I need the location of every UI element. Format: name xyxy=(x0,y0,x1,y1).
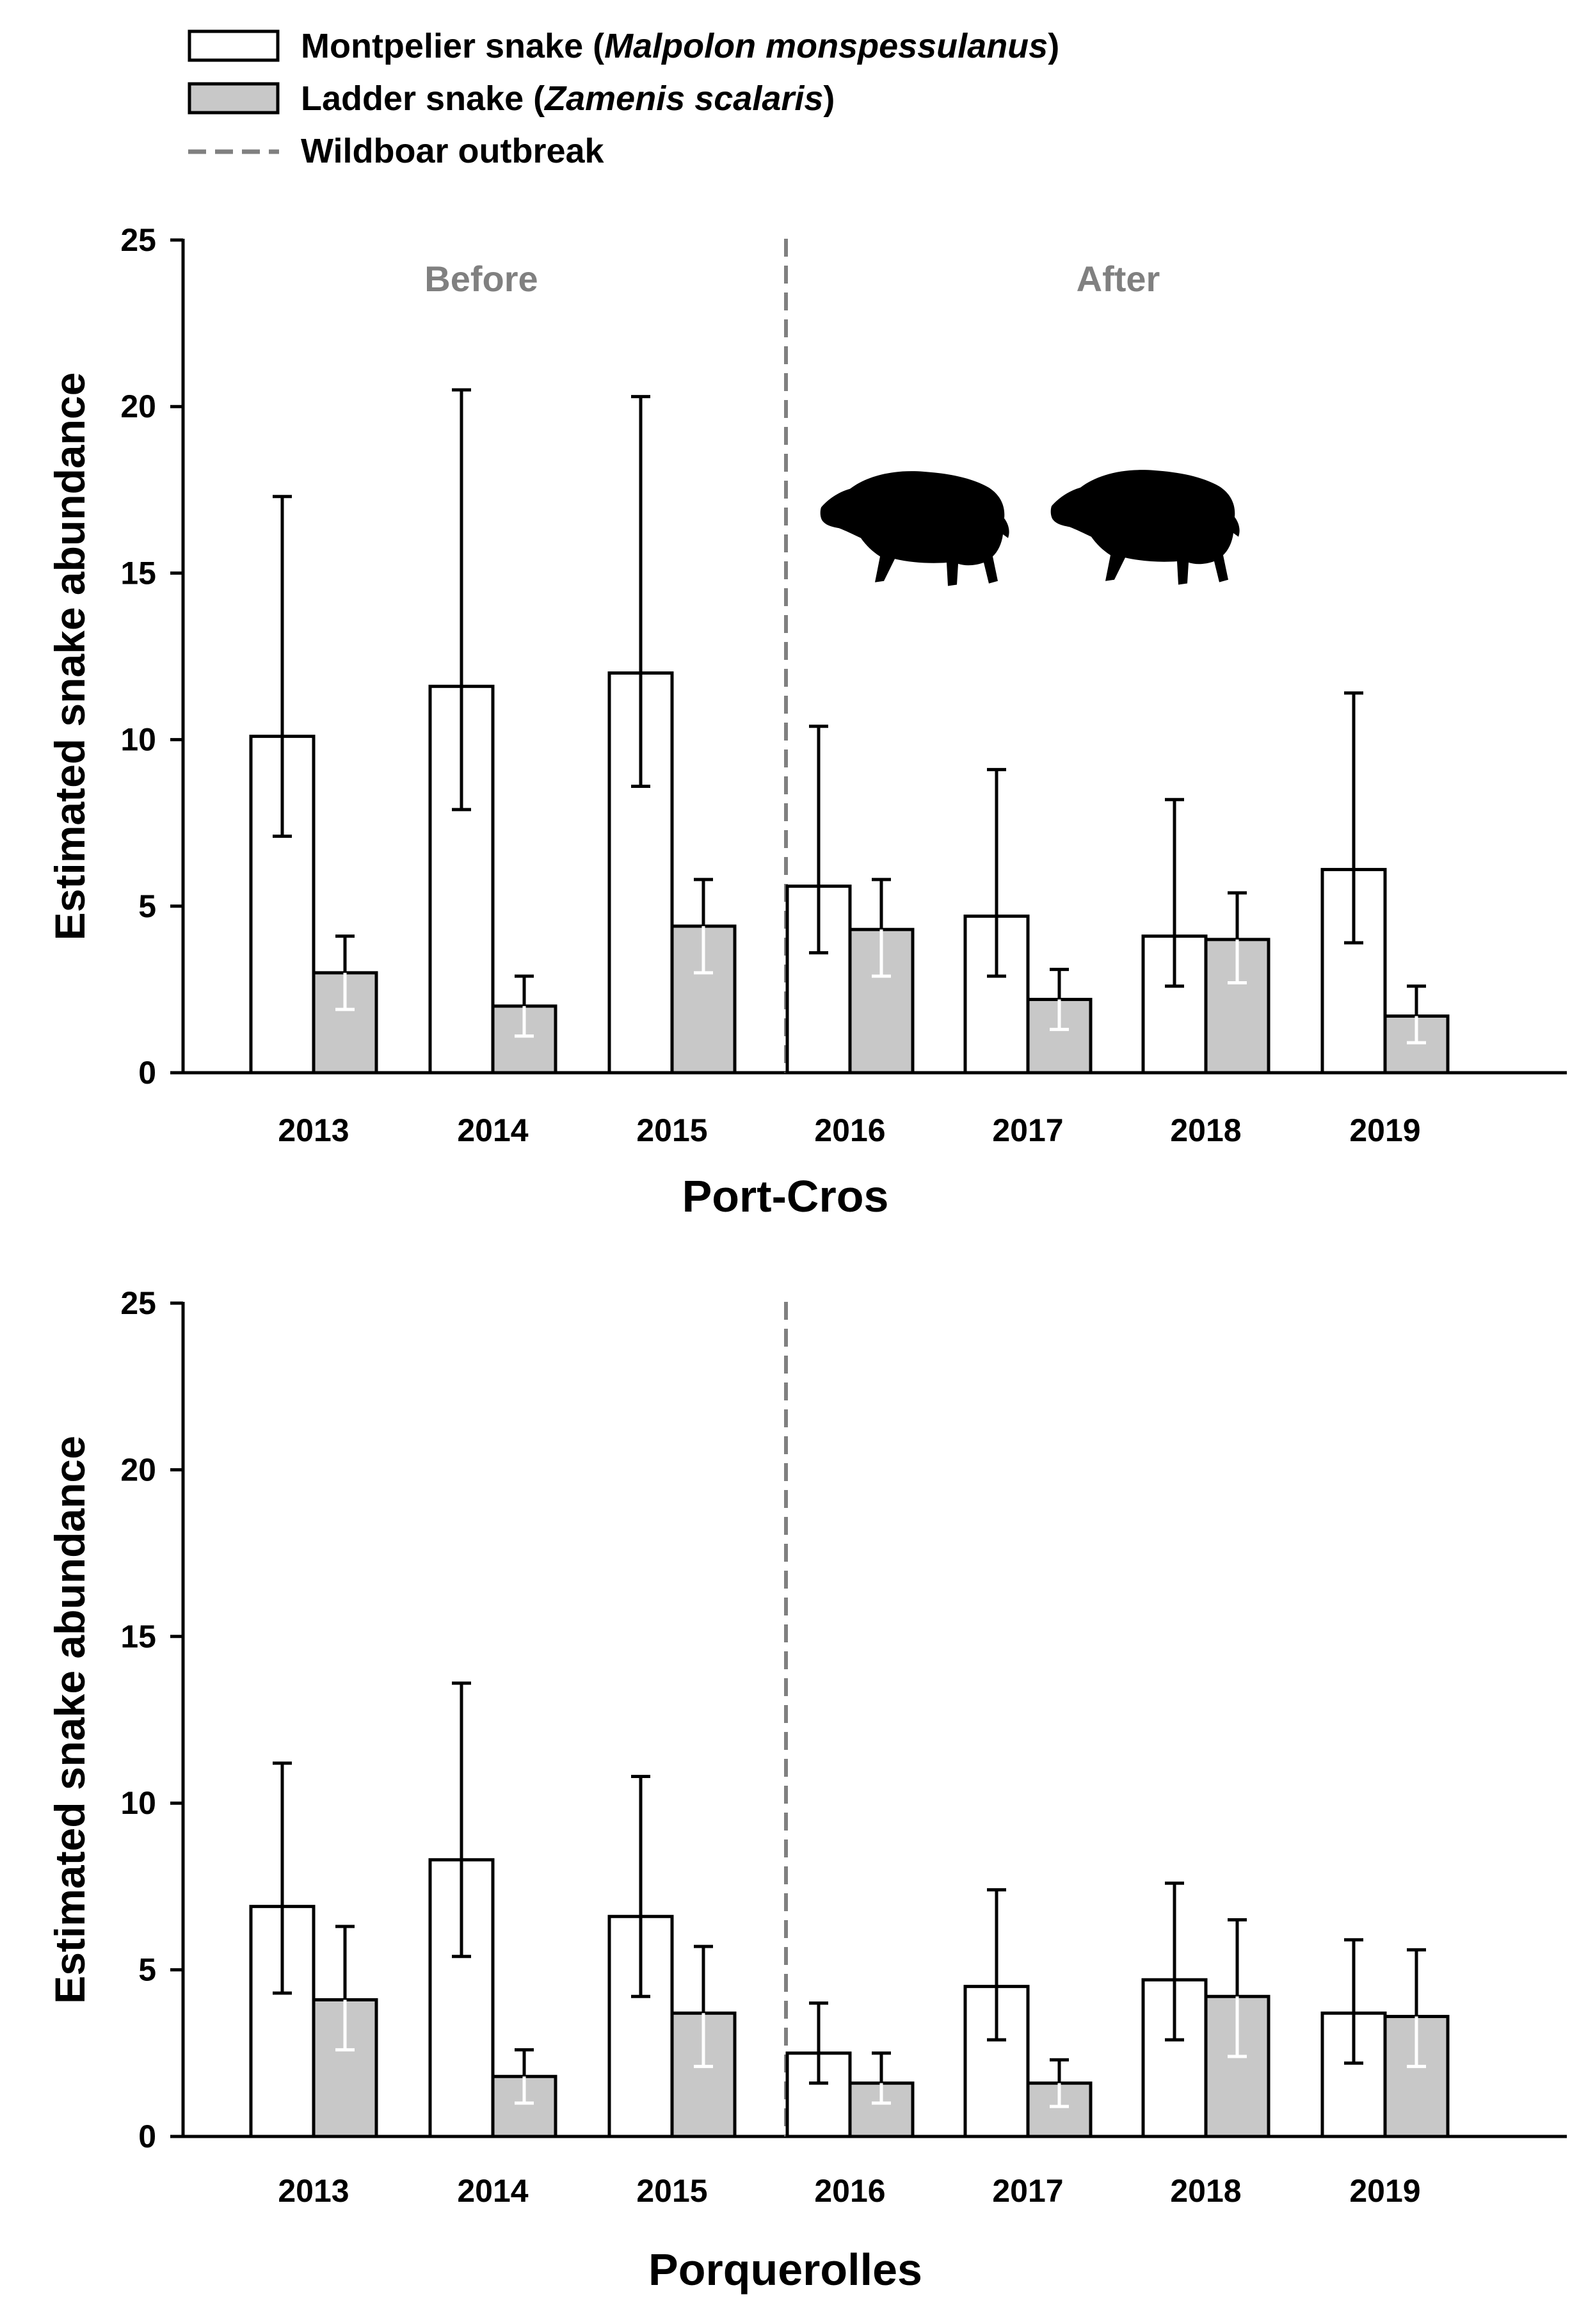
chart-panel-porquerolles: 0 5 10 15 20 25 Estimated snake abundance 2013 2… xyxy=(46,1285,1567,2295)
y-axis-label: Estimated snake abundance xyxy=(46,1436,93,2004)
legend-label-ladder: Ladder snake (Zamenis scalaris) xyxy=(301,79,835,118)
x-tick-label-2016: 2016 xyxy=(814,1112,885,1148)
bar-montpelier-2014 xyxy=(428,684,495,1075)
legend-swatch-montpelier xyxy=(188,29,280,62)
x-tick-label-2019: 2019 xyxy=(1349,2173,1420,2209)
x-tick-label-2019: 2019 xyxy=(1349,1112,1420,1148)
legend: Montpelier snake (Malpolon monspessulanu… xyxy=(188,27,1059,170)
x-tick-label-2018: 2018 xyxy=(1170,1112,1241,1148)
x-tick-label-2014: 2014 xyxy=(457,1112,528,1148)
y-tick-label: 20 xyxy=(120,1452,156,1487)
y-axis-label: Estimated snake abundance xyxy=(46,373,93,941)
x-tick-label-2015: 2015 xyxy=(636,1112,707,1148)
x-tick-label-2017: 2017 xyxy=(992,1112,1063,1148)
y-tick-label: 0 xyxy=(138,2119,156,2154)
x-tick-label-2016: 2016 xyxy=(814,2173,885,2209)
x-tick-label-2013: 2013 xyxy=(278,2173,349,2209)
period-label-before: Before xyxy=(424,259,538,299)
x-tick-label-2013: 2013 xyxy=(278,1112,349,1148)
wild-boar-icon xyxy=(1050,470,1240,585)
x-axis-title: Port-Cros xyxy=(682,1171,889,1221)
x-tick-label-2015: 2015 xyxy=(636,2173,707,2209)
y-tick-label: 10 xyxy=(120,722,156,758)
y-tick-label: 0 xyxy=(138,1055,156,1091)
y-tick-label: 5 xyxy=(138,1952,156,1988)
chart-panel-port-cros: 0 5 10 15 20 25 Estimated snake abundance Befor… xyxy=(46,222,1567,1221)
y-tick-label: 20 xyxy=(120,389,156,424)
bar-montpelier-2015 xyxy=(607,671,674,1075)
legend-label-montpelier: Montpelier snake (Malpolon monspessulanu… xyxy=(301,27,1059,65)
period-label-after: After xyxy=(1077,259,1160,299)
wild-boar-icon xyxy=(820,471,1009,586)
x-tick-label-2014: 2014 xyxy=(457,2173,528,2209)
y-tick-label: 10 xyxy=(120,1785,156,1821)
y-tick-label: 15 xyxy=(120,555,156,591)
bar-montpelier-2018 xyxy=(1141,934,1208,1075)
y-tick-label: 5 xyxy=(138,888,156,924)
legend-label-outbreak: Wildboar outbreak xyxy=(301,132,605,170)
y-tick-label: 25 xyxy=(120,222,156,258)
x-tick-label-2018: 2018 xyxy=(1170,2173,1241,2209)
y-tick-label: 15 xyxy=(120,1619,156,1655)
y-tick-label: 25 xyxy=(120,1285,156,1321)
x-tick-label-2017: 2017 xyxy=(992,2173,1063,2209)
bar-ladder-2017 xyxy=(1026,998,1093,1075)
x-axis-title: Porquerolles xyxy=(648,2245,922,2295)
legend-swatch-ladder xyxy=(188,82,280,115)
